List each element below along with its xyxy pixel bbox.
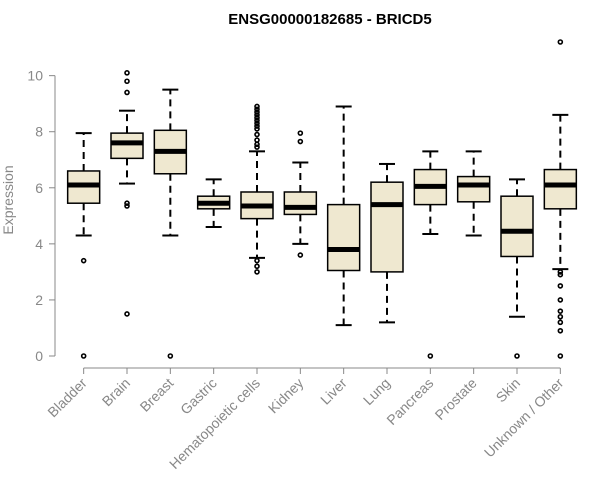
outlier-point	[124, 70, 130, 76]
box-hematopoietic-cells	[240, 103, 274, 275]
outlier-point	[254, 109, 260, 115]
y-axis-label: Expression	[0, 165, 16, 234]
outlier-point	[254, 263, 260, 270]
y-tick-label: 8	[35, 124, 43, 140]
iqr-box	[370, 181, 404, 273]
x-tick-label: Prostate	[432, 375, 480, 423]
y-tick-label: 4	[35, 236, 43, 252]
x-tick-label: Kidney	[265, 375, 307, 417]
outlier-point	[167, 353, 174, 359]
box-brain	[110, 70, 144, 317]
outlier-point	[254, 112, 260, 118]
outlier-point	[557, 269, 564, 275]
x-tick-label: Lung	[360, 375, 393, 408]
outlier-point	[254, 123, 260, 129]
box-liver	[326, 105, 361, 327]
box-breast	[153, 88, 188, 359]
outlier-point	[254, 269, 260, 275]
y-tick-label: 2	[35, 292, 43, 308]
outlier-point	[297, 138, 304, 145]
outlier-point	[557, 319, 564, 326]
x-tick-label: Gastric	[177, 375, 220, 418]
outlier-point	[557, 297, 564, 303]
box-lung	[370, 162, 404, 324]
box-prostate	[456, 150, 491, 237]
outlier-point	[557, 353, 564, 359]
y-tick-label: 6	[35, 180, 43, 196]
outlier-point	[80, 353, 87, 359]
iqr-box	[543, 168, 578, 210]
y-tick-label: 0	[35, 348, 43, 364]
iqr-box	[456, 175, 491, 203]
chart-title: ENSG00000182685 - BRICD5	[228, 11, 431, 28]
outlier-point	[427, 353, 434, 359]
outlier-point	[254, 137, 260, 143]
outlier-point	[254, 120, 260, 127]
box-gastric	[196, 178, 231, 229]
outlier-point	[254, 141, 260, 148]
box-skin	[500, 178, 534, 359]
x-tick-label: Bladder	[44, 375, 90, 421]
outlier-point	[124, 311, 130, 317]
iqr-box	[283, 191, 318, 216]
outlier-point	[557, 39, 564, 45]
iqr-box	[500, 195, 534, 258]
outlier-point	[557, 327, 564, 334]
outlier-point	[254, 126, 260, 132]
outlier-point	[124, 89, 130, 96]
boxes-group	[66, 39, 578, 359]
box-bladder	[66, 132, 101, 359]
outlier-point	[124, 78, 130, 85]
outlier-point	[557, 308, 564, 314]
outlier-point	[254, 117, 260, 124]
outlier-point	[557, 313, 564, 320]
outlier-point	[557, 283, 564, 289]
box-pancreas	[413, 150, 448, 359]
x-tick-label: Pancreas	[383, 375, 436, 428]
x-tick-label: Brain	[99, 375, 133, 409]
y-tick-label: 10	[27, 68, 43, 84]
outlier-point	[124, 200, 130, 207]
outlier-point	[254, 131, 260, 138]
outlier-point	[80, 257, 87, 264]
outlier-point	[254, 103, 260, 110]
iqr-box	[110, 132, 144, 160]
x-tick-label: Skin	[493, 375, 524, 406]
iqr-box	[326, 203, 361, 272]
outlier-point	[254, 257, 260, 264]
x-tick-label: Liver	[317, 375, 350, 408]
outlier-point	[557, 271, 564, 278]
outlier-point	[254, 144, 260, 150]
x-tick-label: Breast	[137, 375, 177, 415]
y-axis: 0 2 4 6 8 10	[27, 68, 56, 364]
outlier-point	[254, 114, 260, 121]
outlier-point	[514, 353, 520, 359]
box-kidney	[283, 130, 318, 258]
outlier-point	[254, 106, 260, 113]
outlier-point	[297, 252, 304, 258]
outlier-point	[297, 130, 304, 136]
outlier-point	[124, 203, 130, 209]
box-unknown-other	[543, 39, 578, 359]
x-tick-label: Unknown / Other	[481, 375, 567, 461]
